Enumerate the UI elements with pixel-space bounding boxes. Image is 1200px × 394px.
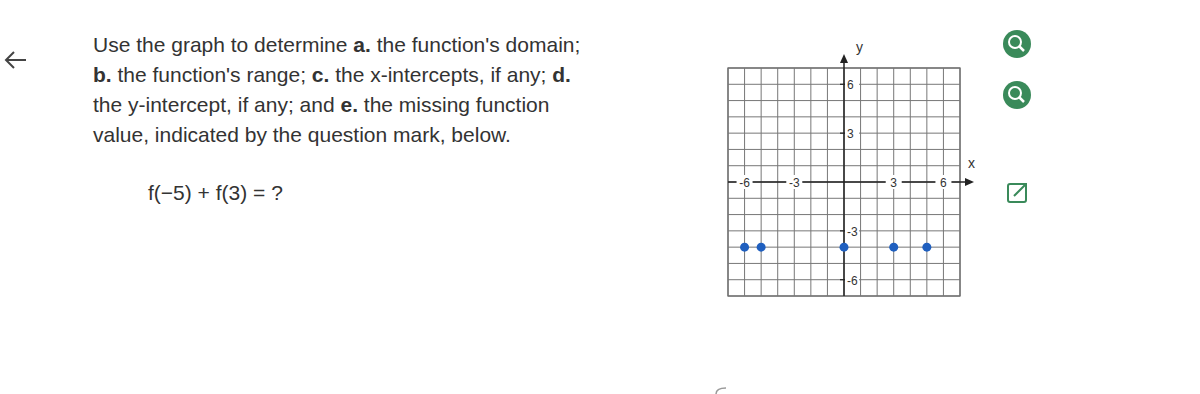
question-line: b. the function's range; c. the x-interc… bbox=[93, 63, 571, 86]
question-text: Use the graph to determine bbox=[93, 33, 353, 56]
tick-label-bg bbox=[845, 273, 859, 287]
icon-arrow bbox=[1014, 184, 1026, 196]
y-axis bbox=[843, 58, 845, 296]
question-line: value, indicated by the question mark, b… bbox=[93, 123, 511, 146]
zoom-out-button[interactable] bbox=[1003, 81, 1031, 109]
points bbox=[740, 243, 931, 252]
y-axis-arrow bbox=[840, 54, 848, 63]
expression: f(−5) + f(3) = ? bbox=[148, 181, 283, 204]
data-point bbox=[740, 243, 749, 252]
x-axis-label: x bbox=[968, 155, 975, 171]
tick-label-bg bbox=[845, 126, 859, 140]
question-text: a. bbox=[353, 33, 371, 56]
tick-label-bg bbox=[845, 77, 859, 91]
grid-line bbox=[728, 230, 960, 231]
back-arrow bbox=[6, 52, 26, 68]
x-tick-label: -6 bbox=[739, 176, 750, 190]
data-point bbox=[840, 243, 849, 252]
y-axis-label: y bbox=[856, 39, 863, 55]
question-text: the missing function bbox=[358, 93, 549, 116]
screen: Use the graph to determine a. the functi… bbox=[0, 0, 1200, 394]
back-button[interactable] bbox=[6, 52, 26, 68]
icon-handle bbox=[1019, 46, 1024, 51]
question-text: the y-intercept, if any; and bbox=[93, 93, 340, 116]
icon-handle bbox=[1019, 97, 1024, 102]
data-point bbox=[757, 243, 766, 252]
y-tick-label: -3 bbox=[847, 225, 858, 239]
popout-button[interactable] bbox=[1008, 184, 1026, 202]
question-text: e. bbox=[340, 93, 358, 116]
question-text: the function's range; bbox=[112, 63, 312, 86]
question-line: the y-intercept, if any; and e. the miss… bbox=[93, 93, 549, 116]
grid-line bbox=[728, 84, 960, 85]
y-tick-label: -6 bbox=[847, 274, 858, 288]
tick-label-bg bbox=[845, 224, 859, 238]
data-point bbox=[922, 243, 931, 252]
data-point bbox=[889, 243, 898, 252]
scroll-hint bbox=[716, 388, 726, 394]
icon-bg bbox=[1003, 30, 1031, 58]
tick-label-bg bbox=[935, 175, 951, 189]
question-text: d. bbox=[552, 63, 571, 86]
page: Use the graph to determine a. the functi… bbox=[0, 0, 1200, 394]
x-tick-label: 6 bbox=[940, 176, 947, 190]
zoom-in-button[interactable] bbox=[1003, 30, 1031, 58]
tick-label-bg bbox=[737, 175, 753, 189]
question-text: b. bbox=[93, 63, 112, 86]
question-text: the function's domain; bbox=[371, 33, 580, 56]
question-text: the x-intercepts, if any; bbox=[329, 63, 552, 86]
chart: x y -6 -3 3 6 -6 -3 3 6 bbox=[728, 39, 975, 296]
question-line: Use the graph to determine a. the functi… bbox=[93, 33, 580, 56]
x-axis bbox=[728, 181, 970, 183]
x-axis-arrow bbox=[965, 178, 974, 186]
question-text: value, indicated by the question mark, b… bbox=[93, 123, 511, 146]
icon-bg bbox=[1003, 81, 1031, 109]
tick-label-bg bbox=[886, 175, 902, 189]
tick-label-bg bbox=[786, 175, 802, 189]
x-tick-label: -3 bbox=[789, 176, 800, 190]
grid-line bbox=[728, 279, 960, 280]
grid-line bbox=[728, 133, 960, 134]
icon-box bbox=[1008, 184, 1026, 202]
y-tick-label: 6 bbox=[847, 78, 854, 92]
y-tick-label: 3 bbox=[847, 127, 854, 141]
question-text: c. bbox=[312, 63, 330, 86]
x-tick-label: 3 bbox=[890, 176, 897, 190]
